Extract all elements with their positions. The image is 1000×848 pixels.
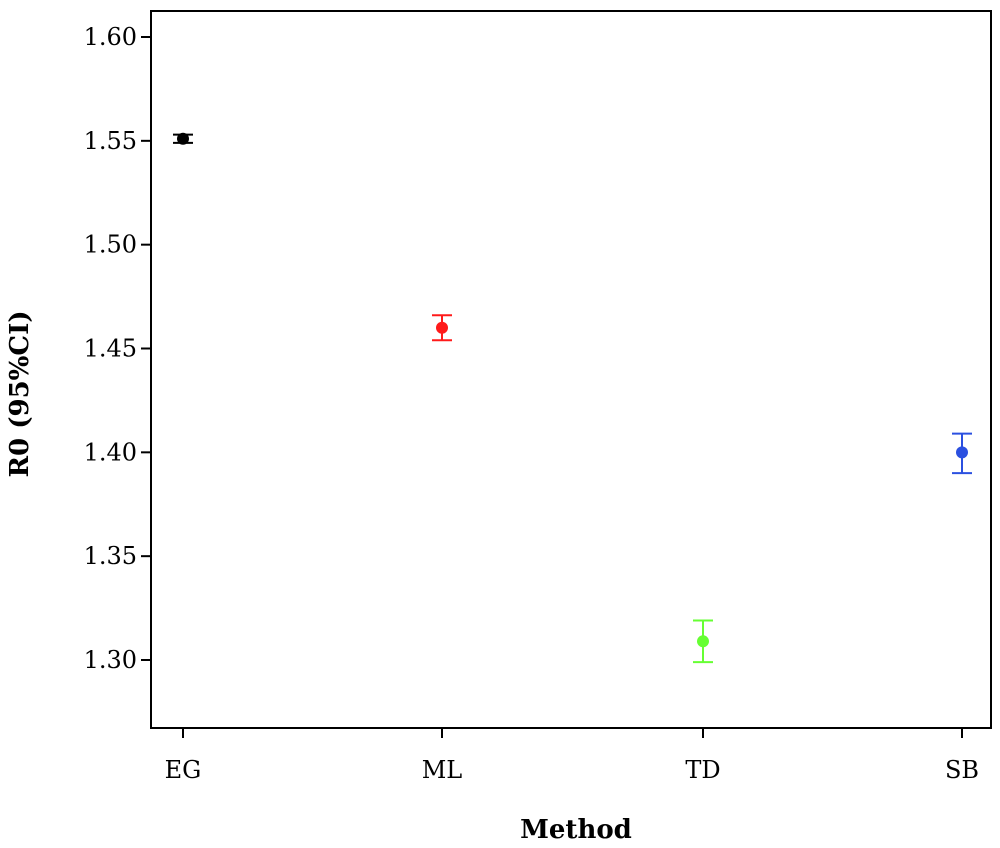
x-tick-label: ML [422, 756, 463, 784]
x-axis-title: Method [520, 815, 632, 845]
x-axis: EG ML TD SB [165, 728, 979, 784]
plot-frame [150, 10, 992, 729]
y-tick-label: 1.35 [84, 542, 137, 570]
y-tick-label: 1.60 [84, 23, 137, 51]
y-axis: 1.30 1.35 1.40 1.45 1.50 1.55 1.60 [84, 23, 151, 674]
point-marker [436, 321, 448, 334]
y-tick-label: 1.55 [84, 127, 137, 155]
data-point-td [693, 619, 713, 664]
x-tick-label: TD [685, 756, 720, 784]
x-tick-label: SB [945, 756, 979, 784]
x-tick-label: EG [165, 756, 202, 784]
data-point-eg [173, 132, 193, 145]
data-marks [173, 132, 972, 664]
point-marker [177, 132, 189, 145]
y-tick-label: 1.30 [84, 646, 137, 674]
point-marker [956, 446, 968, 459]
y-tick-label: 1.40 [84, 438, 137, 466]
data-point-ml [432, 314, 452, 342]
point-marker [697, 635, 709, 648]
y-tick-label: 1.45 [84, 335, 137, 363]
y-tick-label: 1.50 [84, 231, 137, 259]
data-point-sb [952, 432, 972, 475]
y-axis-title: R0 (95%CI) [5, 310, 35, 477]
